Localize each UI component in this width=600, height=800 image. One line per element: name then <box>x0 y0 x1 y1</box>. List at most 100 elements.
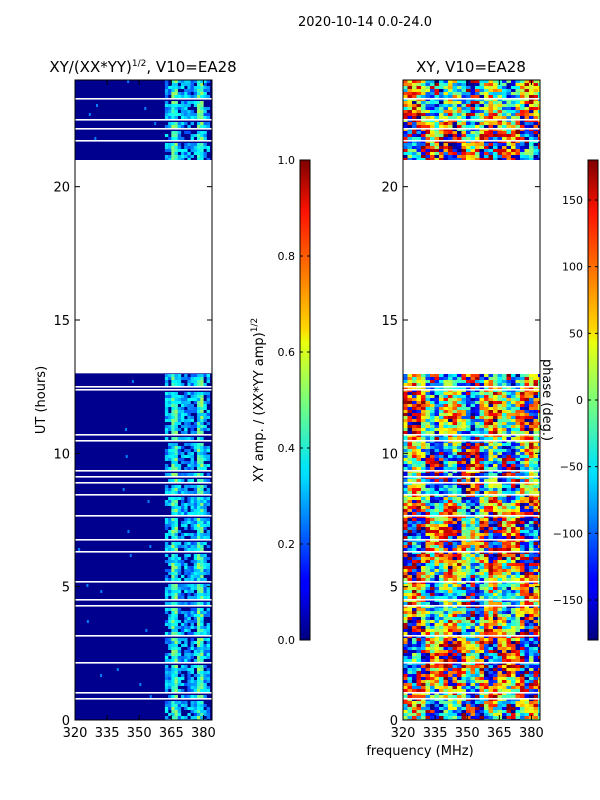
amplitude-cell <box>171 713 175 716</box>
phase-cell <box>466 524 471 528</box>
phase-cell <box>524 611 530 615</box>
phase-cell <box>412 407 417 411</box>
phase-cell <box>475 116 480 120</box>
phase-cell <box>466 116 471 120</box>
phase-cell <box>479 455 485 459</box>
phase-cell <box>533 134 539 138</box>
amplitude-cell <box>164 425 169 428</box>
phase-cell <box>511 419 516 423</box>
phase-cell <box>421 485 426 489</box>
amplitude-cell <box>171 608 175 611</box>
phase-cell <box>407 521 413 525</box>
phase-cell <box>466 422 471 426</box>
amplitude-cell <box>171 383 175 386</box>
phase-cell <box>479 380 485 384</box>
amplitude-cell <box>200 110 204 113</box>
y-tick-label: 15 <box>53 314 70 329</box>
phase-cell <box>533 593 539 597</box>
amplitude-cell <box>177 137 182 140</box>
amplitude-cell <box>203 134 207 137</box>
amplitude-cell <box>200 377 204 380</box>
phase-cell <box>484 548 489 552</box>
phase-cell <box>479 467 485 471</box>
amplitude-cell <box>171 656 175 659</box>
amplitude-cell <box>203 485 207 488</box>
phase-cell <box>475 569 480 573</box>
phase-cell <box>506 629 512 633</box>
amplitude-cell <box>184 569 188 572</box>
phase-cell <box>475 107 480 111</box>
phase-cell <box>479 626 485 630</box>
phase-cell <box>493 512 498 516</box>
phase-cell <box>407 422 413 426</box>
phase-cell <box>457 536 462 540</box>
phase-cell <box>475 524 480 528</box>
phase-cell <box>484 446 489 450</box>
amplitude-cell <box>174 554 178 557</box>
amplitude-cell <box>174 491 178 494</box>
phase-cell <box>475 383 480 387</box>
amplitude-cell <box>190 608 194 611</box>
amplitude-cell <box>200 680 204 683</box>
amplitude-cell <box>200 686 204 689</box>
phase-cell <box>538 428 540 432</box>
amplitude-cell <box>184 566 188 569</box>
phase-cell <box>497 545 503 549</box>
phase-cell <box>484 626 489 630</box>
phase-cell <box>506 545 512 549</box>
phase-cell <box>520 110 525 114</box>
phase-cell <box>524 473 530 477</box>
phase-cell <box>484 536 489 540</box>
phase-cell <box>407 602 413 606</box>
phase-cell <box>403 413 408 417</box>
phase-cell <box>488 446 494 450</box>
phase-cell <box>475 431 480 435</box>
phase-cell <box>520 143 525 147</box>
phase-cell <box>407 92 413 96</box>
x-tick-label: 350 <box>127 726 152 741</box>
phase-cell <box>412 92 417 96</box>
amplitude-cell <box>171 83 175 86</box>
phase-cell <box>497 584 503 588</box>
phase-cell <box>430 590 435 594</box>
phase-cell <box>497 104 503 108</box>
phase-cell <box>448 407 453 411</box>
amplitude-cell <box>200 620 204 623</box>
amplitude-cell <box>190 443 194 446</box>
phase-cell <box>520 131 525 135</box>
phase-cell <box>425 464 431 468</box>
amplitude-cell <box>203 137 207 140</box>
phase-cell <box>506 410 512 414</box>
phase-cell <box>448 116 453 120</box>
phase-cell <box>452 554 458 558</box>
phase-cell <box>412 536 417 540</box>
phase-cell <box>488 467 494 471</box>
amplitude-cell <box>168 428 172 431</box>
phase-cell <box>461 80 467 84</box>
amplitude-cell <box>164 500 169 503</box>
amplitude-cell <box>180 473 185 476</box>
phase-cell <box>533 125 539 129</box>
amplitude-cell <box>177 422 182 425</box>
phase-cell <box>461 488 467 492</box>
phase-cell <box>407 461 413 465</box>
amplitude-cell <box>193 593 198 596</box>
phase-cell <box>538 425 540 429</box>
amplitude-cell <box>171 380 175 383</box>
phase-cell <box>461 617 467 621</box>
phase-cell <box>448 413 453 417</box>
amplitude-cell <box>184 620 188 623</box>
amplitude-cell <box>203 416 207 419</box>
phase-cell <box>421 155 426 159</box>
phase-cell <box>439 596 444 600</box>
phase-cell <box>511 557 516 561</box>
phase-cell <box>511 512 516 516</box>
amplitude-cell <box>203 455 207 458</box>
amplitude-cell <box>200 131 204 134</box>
phase-cell <box>466 452 471 456</box>
amplitude-cell <box>174 377 178 380</box>
amplitude-cell <box>200 107 204 110</box>
amplitude-cell <box>190 623 194 626</box>
phase-cell <box>488 497 494 501</box>
phase-cell <box>439 491 444 495</box>
